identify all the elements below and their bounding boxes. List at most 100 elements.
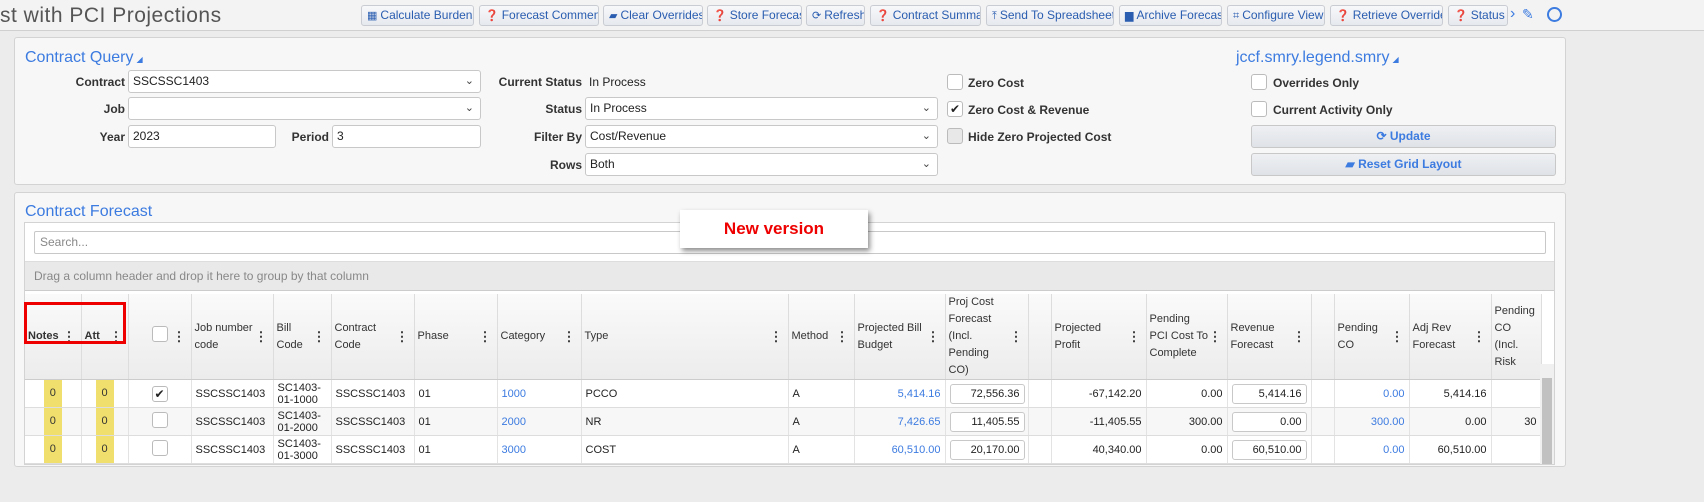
column-header[interactable]: Att ⋮: [81, 294, 129, 380]
select-all-checkbox[interactable]: [151, 325, 168, 342]
row-checkbox[interactable]: [151, 440, 168, 456]
revenue-input[interactable]: 5,414.16: [1231, 383, 1307, 404]
contract-select[interactable]: SSCSSC1403 ⌄: [128, 70, 481, 93]
column-menu-icon[interactable]: ⋮: [1390, 328, 1404, 344]
column-menu-icon[interactable]: ⋮: [62, 328, 76, 344]
table-row[interactable]: 0 0 SSCSSC1403 SC1403-01-3000 SSCSSC1403 01 30…: [25, 435, 1542, 464]
column-menu-icon[interactable]: ⋮: [254, 328, 268, 344]
pending_co-value[interactable]: 0.00: [1383, 387, 1405, 400]
zero-cost-revenue-checkbox[interactable]: ✔: [947, 101, 963, 117]
column-header[interactable]: Pending CO (Incl. Risk: [1491, 294, 1542, 380]
column-header[interactable]: ⋮: [128, 294, 192, 380]
revenue-input[interactable]: 0.00: [1231, 411, 1307, 432]
notes-count[interactable]: 0: [43, 380, 62, 407]
hide-zero-projected-cost-checkbox[interactable]: [947, 128, 963, 144]
proj_cost-input[interactable]: 11,405.55: [949, 411, 1025, 432]
edit-icon[interactable]: ✎: [1522, 6, 1534, 22]
forecast-comments-button[interactable]: ❓ Forecast Comments: [479, 5, 599, 26]
store-forecast-button[interactable]: ❓ Store Forecast: [707, 5, 802, 26]
att-count[interactable]: 0: [96, 464, 114, 465]
notes-count[interactable]: 0: [43, 436, 62, 463]
column-header[interactable]: Pending PCI Cost To Complete ⋮: [1146, 294, 1228, 380]
retrieve-overrides-button[interactable]: ❓ Retrieve Overrides: [1330, 5, 1443, 26]
chevron-right-icon[interactable]: ›: [1510, 5, 1516, 22]
period-input[interactable]: 3: [332, 125, 481, 148]
column-menu-icon[interactable]: ⋮: [1208, 328, 1222, 344]
user-icon[interactable]: [1547, 7, 1562, 22]
proj_bill-value[interactable]: 5,414.16: [897, 387, 941, 400]
contract-summary-button[interactable]: ❓Contract Summary: [870, 5, 981, 26]
archive-forecast-button[interactable]: ▆ Archive Forecast: [1119, 5, 1222, 26]
configure-view-button[interactable]: ⌗ Configure View: [1227, 5, 1325, 26]
proj_cost-input[interactable]: 72,556.36: [949, 383, 1025, 404]
column-header[interactable]: Projected Bill Budget ⋮: [854, 294, 946, 380]
vertical-scrollbar[interactable]: [1540, 364, 1554, 464]
category-value[interactable]: 3000: [501, 443, 526, 456]
contract-query-title[interactable]: Contract Query ◢: [25, 49, 143, 67]
row-checkbox[interactable]: ✔: [151, 385, 168, 402]
table-row[interactable]: 00SSCSSC1403SC1403-01-4000SSCSSC14030140…: [25, 463, 1542, 465]
rows-select[interactable]: Both ⌄: [585, 153, 938, 176]
send-to-spreadsheet-button[interactable]: ⤒ Send To Spreadsheet: [986, 5, 1114, 26]
proj_bill-value[interactable]: 60,510.00: [891, 443, 941, 456]
column-menu-icon[interactable]: ⋮: [926, 328, 940, 344]
column-menu-icon[interactable]: ⋮: [769, 328, 783, 344]
column-menu-icon[interactable]: ⋮: [312, 328, 326, 344]
table-row[interactable]: 0 0 ✔ SSCSSC1403 SC1403-01-1000 SSCSSC1403 01 1…: [25, 379, 1542, 408]
column-menu-icon[interactable]: ⋮: [562, 328, 576, 344]
att-count[interactable]: 0: [95, 380, 114, 407]
column-header[interactable]: [1311, 294, 1335, 380]
group-drop-area[interactable]: Drag a column header and drop it here to…: [25, 261, 1554, 291]
att-count[interactable]: 0: [95, 408, 114, 435]
att-count[interactable]: 0: [95, 436, 114, 463]
column-header[interactable]: Method ⋮: [788, 294, 855, 380]
column-header[interactable]: Type ⋮: [581, 294, 789, 380]
column-header[interactable]: Notes ⋮: [25, 294, 82, 380]
column-menu-icon[interactable]: ⋮: [395, 328, 409, 344]
column-header[interactable]: Phase ⋮: [414, 294, 498, 380]
overrides-only-checkbox[interactable]: [1251, 74, 1267, 90]
pending_co-value[interactable]: 0.00: [1383, 443, 1405, 456]
column-header[interactable]: Bill Code ⋮: [273, 294, 332, 380]
column-header[interactable]: Projected Profit ⋮: [1051, 294, 1147, 380]
current-activity-checkbox[interactable]: [1251, 101, 1267, 117]
clear-overrides-button[interactable]: ▰ Clear Overrides: [603, 5, 703, 26]
column-header[interactable]: [1028, 294, 1052, 380]
notes-count[interactable]: 0: [44, 464, 62, 465]
filter-select[interactable]: Cost/Revenue ⌄: [585, 125, 938, 148]
column-menu-icon[interactable]: ⋮: [1127, 328, 1141, 344]
table-row[interactable]: 0 0 SSCSSC1403 SC1403-01-2000 SSCSSC1403 01 20…: [25, 407, 1542, 436]
proj_cost-input[interactable]: 20,170.00: [949, 439, 1025, 460]
column-header[interactable]: Category ⋮: [497, 294, 582, 380]
proj_bill-value[interactable]: 7,426.65: [897, 415, 941, 428]
row-checkbox[interactable]: [151, 412, 168, 428]
reset-grid-layout-button[interactable]: ▰ Reset Grid Layout: [1251, 153, 1556, 176]
job-select[interactable]: ⌄: [128, 97, 481, 120]
category-value[interactable]: 1000: [501, 387, 526, 400]
column-menu-icon[interactable]: ⋮: [1472, 328, 1486, 344]
legend-title[interactable]: jccf.smry.legend.smry ◢: [1236, 49, 1399, 67]
column-header[interactable]: Adj Rev Forecast ⋮: [1409, 294, 1492, 380]
calculate-burdens-button[interactable]: ▦ Calculate Burdens: [361, 5, 474, 26]
zero-cost-checkbox[interactable]: [947, 74, 963, 90]
column-menu-icon[interactable]: ⋮: [1292, 328, 1306, 344]
scroll-thumb[interactable]: [1542, 378, 1552, 464]
revenue-input[interactable]: 60,510.00: [1231, 439, 1307, 460]
status-h-button[interactable]: ❓Status H: [1448, 5, 1508, 26]
update-button[interactable]: ⟳ Update: [1251, 125, 1556, 148]
column-menu-icon[interactable]: ⋮: [478, 328, 492, 344]
column-menu-icon[interactable]: ⋮: [835, 328, 849, 344]
column-header[interactable]: Contract Code ⋮: [331, 294, 415, 380]
column-menu-icon[interactable]: ⋮: [1009, 328, 1023, 344]
column-header[interactable]: Pending CO ⋮: [1334, 294, 1410, 380]
year-input[interactable]: 2023: [128, 125, 276, 148]
column-header[interactable]: Job number code ⋮: [191, 294, 274, 380]
pending_co-value[interactable]: 300.00: [1370, 415, 1405, 428]
column-header[interactable]: Proj Cost Forecast (Incl. Pending CO) ⋮: [945, 294, 1029, 380]
column-header[interactable]: Revenue Forecast ⋮: [1227, 294, 1312, 380]
column-menu-icon[interactable]: ⋮: [109, 328, 123, 344]
refresh-button[interactable]: ⟳ Refresh: [806, 5, 865, 26]
notes-count[interactable]: 0: [43, 408, 62, 435]
status-select[interactable]: In Process ⌄: [585, 97, 938, 120]
category-value[interactable]: 2000: [501, 415, 526, 428]
